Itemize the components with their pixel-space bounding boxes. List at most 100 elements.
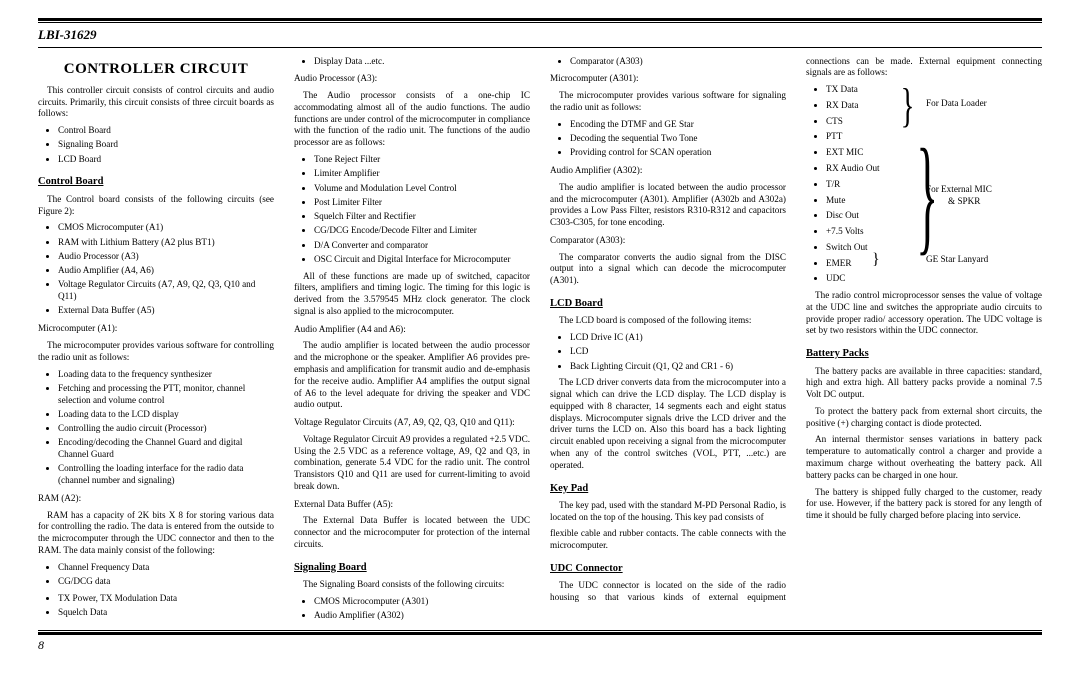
list-item: LCD	[570, 346, 786, 358]
rule-top-thin	[38, 22, 1042, 23]
list-item: OSC Circuit and Digital Interface for Mi…	[314, 254, 530, 266]
rule-bottom-thin	[38, 630, 1042, 631]
para: flexible cable and rubber contacts. The …	[550, 528, 786, 552]
para: All of these functions are made up of sw…	[294, 271, 530, 318]
list-item: Encoding/decoding the Channel Guard and …	[58, 437, 274, 461]
battery-head: Battery Packs	[806, 347, 1042, 360]
list-item: LCD Drive IC (A1)	[570, 332, 786, 344]
rule-bottom-thick	[38, 632, 1042, 635]
list-item: Volume and Modulation Level Control	[314, 183, 530, 195]
list-item: Loading data to the frequency synthesize…	[58, 369, 274, 381]
list-item: Decoding the sequential Two Tone	[570, 133, 786, 145]
list-item: Audio Amplifier (A4, A6)	[58, 265, 274, 277]
page: LBI-31629 CONTROLLER CIRCUIT This contro…	[0, 0, 1080, 667]
brace-icon: }	[901, 82, 915, 130]
sub-label: Comparator (A303):	[550, 235, 786, 247]
list-item: CG/DCG Encode/Decode Filter and Limiter	[314, 225, 530, 237]
list-item: Controlling the loading interface for th…	[58, 463, 274, 487]
brace-label-1: For Data Loader	[926, 98, 987, 110]
list-item: Audio Amplifier (A302)	[314, 610, 530, 622]
control-list1: CMOS Microcomputer (A1) RAM with Lithium…	[38, 222, 274, 317]
brace-icon: }	[872, 252, 880, 268]
content-columns: CONTROLLER CIRCUIT This controller circu…	[38, 56, 1042, 626]
para: Voltage Regulator Circuit A9 provides a …	[294, 434, 530, 493]
list-item: Squelch Data	[58, 607, 274, 619]
list-item: TX Data	[826, 84, 1042, 96]
control-list3: Channel Frequency Data CG/DCG data	[38, 562, 274, 588]
para: The microcomputer provides various softw…	[38, 340, 274, 364]
list-item: Providing control for SCAN operation	[570, 147, 786, 159]
sub-label: Audio Processor (A3):	[294, 73, 530, 85]
page-number: 8	[38, 638, 1042, 653]
para: The microcomputer provides various softw…	[550, 90, 786, 114]
list-item: Audio Processor (A3)	[58, 251, 274, 263]
list-item: Comparator (A303)	[570, 56, 786, 68]
para: The Control board consists of the follow…	[38, 194, 274, 218]
lcd-head: LCD Board	[550, 297, 786, 310]
sub-label: RAM (A2):	[38, 493, 274, 505]
sub-label: Audio Amplifier (A4 and A6):	[294, 324, 530, 336]
para: The audio amplifier is located between t…	[294, 340, 530, 411]
control-board-head: Control Board	[38, 175, 274, 188]
para: The External Data Buffer is located betw…	[294, 515, 530, 550]
sub-label: Microcomputer (A301):	[550, 73, 786, 85]
list-item: CG/DCG data	[58, 576, 274, 588]
rule-top-thick	[38, 18, 1042, 21]
udc-signal-list: TX Data RX Data CTS PTT EXT MIC RX Audio…	[806, 84, 1042, 285]
list-item: Control Board	[58, 125, 274, 137]
list-item: CMOS Microcomputer (A1)	[58, 222, 274, 234]
list-item: D/A Converter and comparator	[314, 240, 530, 252]
sub-label: Microcomputer (A1):	[38, 323, 274, 335]
intro-list: Control Board Signaling Board LCD Board	[38, 125, 274, 165]
para: The comparator converts the audio signal…	[550, 252, 786, 287]
sub-label: Audio Amplifier (A302):	[550, 165, 786, 177]
list-item: CMOS Microcomputer (A301)	[314, 596, 530, 608]
rule-under-id	[38, 47, 1042, 48]
intro-para: This controller circuit consists of cont…	[38, 85, 274, 120]
list-item: Controlling the audio circuit (Processor…	[58, 423, 274, 435]
main-title: CONTROLLER CIRCUIT	[38, 60, 274, 79]
list-item: Back Lighting Circuit (Q1, Q2 and CR1 - …	[570, 361, 786, 373]
para: An internal thermistor senses variations…	[806, 434, 1042, 481]
list-item: External Data Buffer (A5)	[58, 305, 274, 317]
para: The key pad, used with the standard M-PD…	[550, 500, 786, 524]
list-item: Signaling Board	[58, 139, 274, 151]
keypad-head: Key Pad	[550, 482, 786, 495]
signaling-list2: Encoding the DTMF and GE Star Decoding t…	[550, 119, 786, 159]
control-list5: Tone Reject Filter Limiter Amplifier Vol…	[294, 154, 530, 266]
para: The LCD board is composed of the followi…	[550, 315, 786, 327]
list-item: Fetching and processing the PTT, monitor…	[58, 383, 274, 407]
list-item: TX Power, TX Modulation Data	[58, 593, 274, 605]
list-item: Limiter Amplifier	[314, 168, 530, 180]
control-list2: Loading data to the frequency synthesize…	[38, 369, 274, 487]
doc-id: LBI-31629	[38, 27, 1042, 44]
list-item: Encoding the DTMF and GE Star	[570, 119, 786, 131]
brace-label-2b: & SPKR	[948, 196, 980, 208]
para: The battery is shipped fully charged to …	[806, 487, 1042, 522]
para: To protect the battery pack from externa…	[806, 406, 1042, 430]
list-item: Channel Frequency Data	[58, 562, 274, 574]
signaling-head: Signaling Board	[294, 561, 530, 574]
udc-head: UDC Connector	[550, 562, 786, 575]
sub-label: External Data Buffer (A5):	[294, 499, 530, 511]
brace-label-3: GE Star Lanyard	[926, 254, 988, 266]
list-item: Loading data to the LCD display	[58, 409, 274, 421]
para: The audio amplifier is located between t…	[550, 182, 786, 229]
list-item: Post Limiter Filter	[314, 197, 530, 209]
list-item: LCD Board	[58, 154, 274, 166]
para: The Signaling Board consists of the foll…	[294, 579, 530, 591]
para: RAM has a capacity of 2K bits X 8 for st…	[38, 510, 274, 557]
list-item: UDC	[826, 273, 1042, 285]
lcd-list1: LCD Drive IC (A1) LCD Back Lighting Circ…	[550, 332, 786, 372]
list-item: RAM with Lithium Battery (A2 plus BT1)	[58, 237, 274, 249]
para: The LCD driver converts data from the mi…	[550, 377, 786, 471]
brace-label-2: For External MIC	[926, 184, 992, 196]
list-item: Squelch Filter and Rectifier	[314, 211, 530, 223]
para: The battery packs are available in three…	[806, 366, 1042, 401]
sub-label: Voltage Regulator Circuits (A7, A9, Q2, …	[294, 417, 530, 429]
para: The Audio processor consists of a one-ch…	[294, 90, 530, 149]
list-item: Tone Reject Filter	[314, 154, 530, 166]
list-item: Display Data ...etc.	[314, 56, 530, 68]
para: The radio control microprocessor senses …	[806, 290, 1042, 337]
list-item: Voltage Regulator Circuits (A7, A9, Q2, …	[58, 279, 274, 303]
